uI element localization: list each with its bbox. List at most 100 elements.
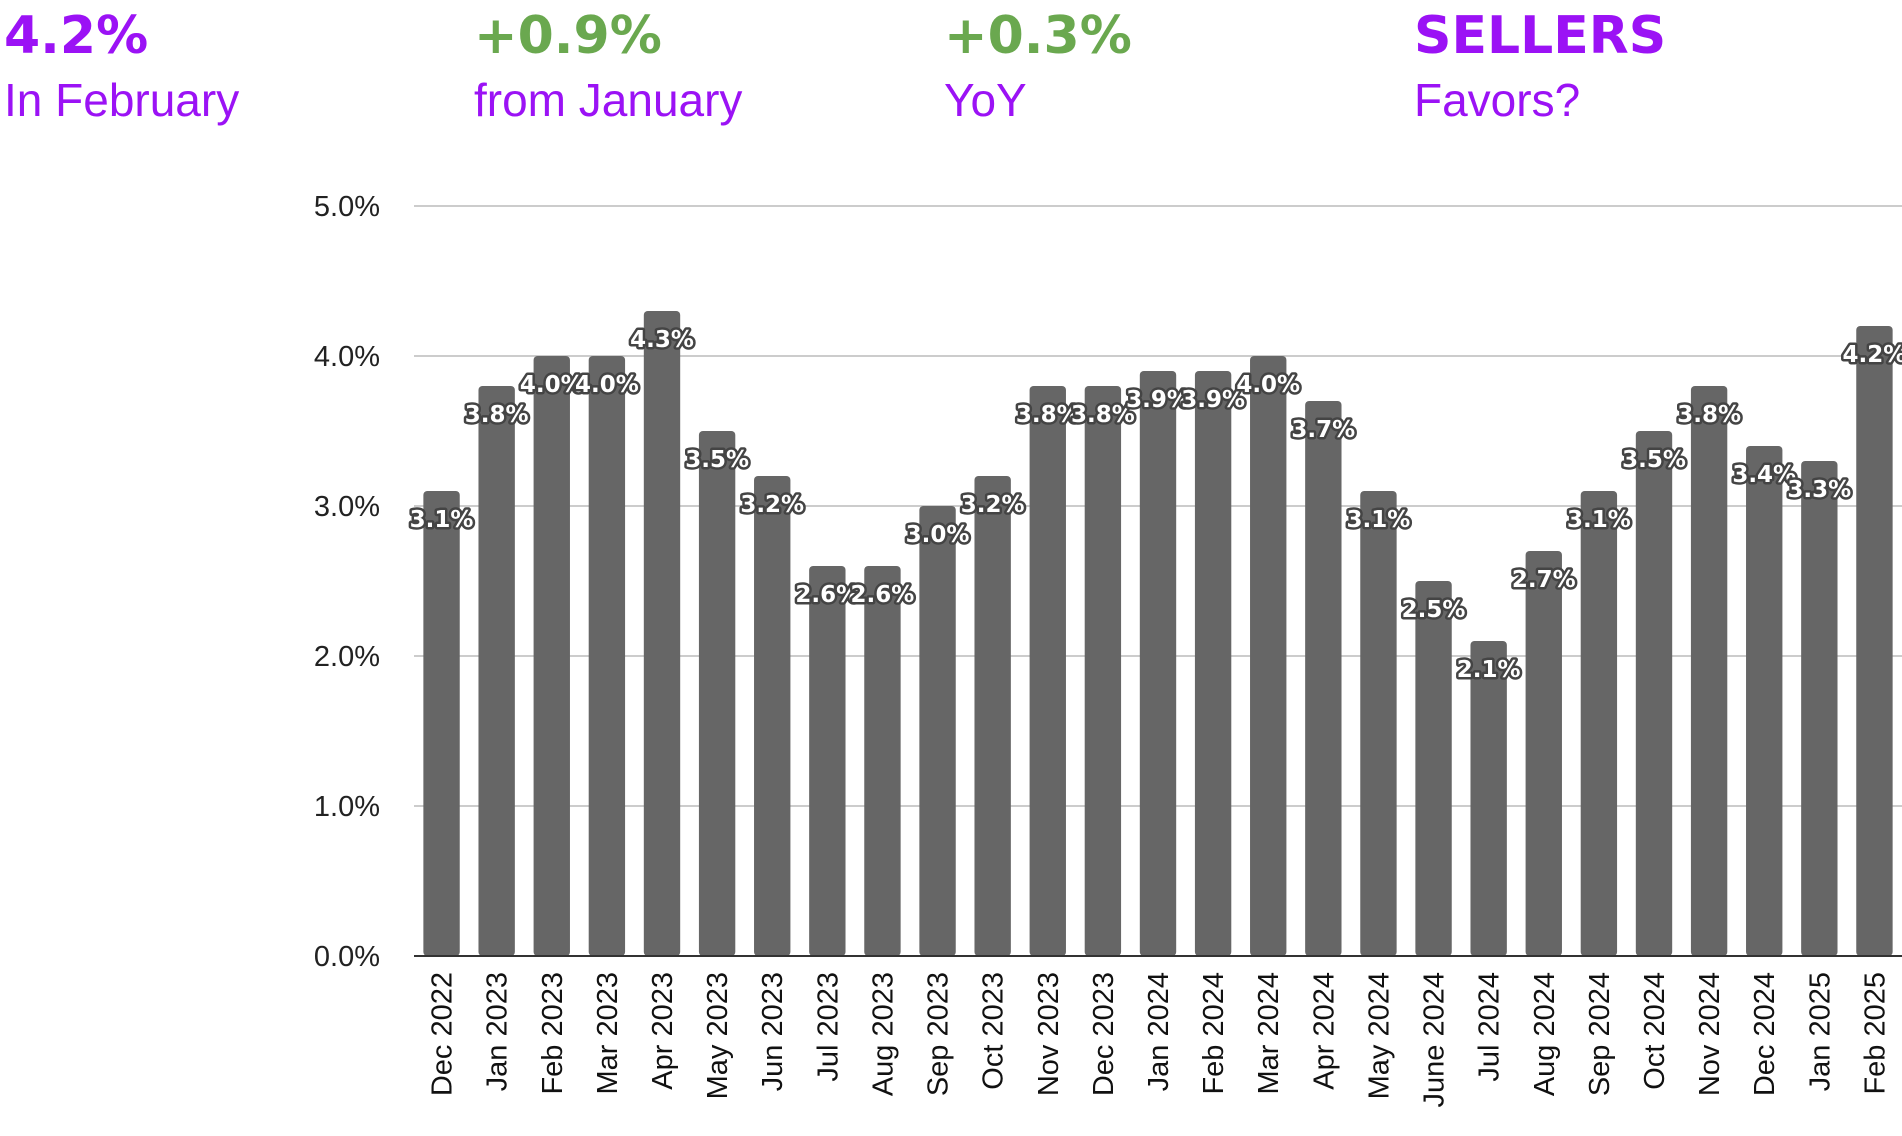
bar [919,506,956,956]
bar [1746,446,1783,956]
x-tick-label: Aug 2024 [1529,972,1561,1096]
x-tick-label: Sep 2024 [1584,972,1616,1096]
x-tick-label: Jan 2025 [1804,972,1836,1091]
x-tick-label: June 2024 [1419,972,1451,1107]
x-tick-label: Dec 2023 [1088,972,1120,1096]
bar [1470,641,1507,956]
x-tick-label: Oct 2023 [978,972,1010,1090]
data-label: 2.1% [1457,657,1521,683]
bar [1305,401,1342,956]
bar [1801,461,1838,956]
x-tick-label: Jan 2023 [482,972,514,1091]
x-tick-label: Jul 2024 [1474,972,1506,1082]
data-label: 4.3% [630,327,694,353]
data-label: 3.0% [906,522,970,548]
y-tick-label: 0.0% [314,941,380,973]
data-label: 3.2% [961,492,1025,518]
data-label: 4.0% [520,372,584,398]
bar [1139,371,1177,956]
x-tick-label: Apr 2023 [647,972,679,1090]
x-tick-label: Dec 2024 [1749,972,1781,1096]
data-label: 3.3% [1787,477,1851,503]
bar [698,431,736,956]
stat-label: Favors? [1414,74,1581,126]
data-label: 2.6% [795,582,859,608]
stat-month-change: +0.9% from January [474,0,742,128]
bar [478,386,515,956]
stat-value: SELLERS [1414,6,1667,66]
stat-value: +0.3% [944,6,1132,66]
stat-value: +0.9% [474,6,662,66]
x-tick-label: May 2024 [1363,972,1395,1099]
data-label: 3.5% [1622,447,1686,473]
x-tick-label: Nov 2024 [1694,972,1726,1096]
data-label: 3.1% [1347,507,1411,533]
data-label: 4.0% [1236,372,1300,398]
data-label: 4.2% [1843,342,1902,368]
bar [588,356,626,956]
bar [1084,386,1122,956]
data-label: 2.7% [1512,567,1576,593]
y-tick-label: 2.0% [314,641,380,673]
data-label: 3.8% [465,402,529,428]
bar [754,476,791,956]
bars [423,311,1893,956]
x-tick-label: Jun 2023 [757,972,789,1091]
bar [1029,386,1066,956]
data-label: 3.1% [410,507,474,533]
data-label: 3.7% [1291,417,1355,443]
y-tick-label: 3.0% [314,491,380,523]
bar [643,311,681,956]
category-labels: Dec 2022 Jan 2023 Feb 2023 Mar 2023 Apr 2023… [427,972,1892,1107]
x-tick-label: Jan 2024 [1143,972,1175,1091]
data-label: 3.8% [1071,402,1135,428]
y-tick-label: 4.0% [314,341,380,373]
x-tick-label: Oct 2024 [1639,972,1671,1090]
x-tick-label: Apr 2024 [1308,972,1340,1090]
bar [1525,551,1562,956]
data-label: 4.0% [575,372,639,398]
bar [1856,326,1893,956]
x-tick-label: Mar 2023 [592,972,624,1095]
x-tick-label: Feb 2024 [1198,972,1230,1095]
stat-value: 4.2% [4,6,149,66]
x-tick-label: May 2023 [702,972,734,1099]
data-label: 3.8% [1677,402,1741,428]
stat-label: In February [4,74,240,126]
x-tick-label: Aug 2023 [867,972,899,1096]
data-label: 3.4% [1732,462,1796,488]
y-axis-ticks: 0.0% 1.0% 2.0% 3.0% 4.0% 5.0% [314,191,380,973]
data-label: 3.9% [1126,387,1190,413]
stat-market-favor: SELLERS Favors? [1414,0,1666,128]
x-tick-label: Feb 2025 [1859,972,1891,1095]
bar [1415,581,1452,956]
bar [423,491,460,956]
x-tick-label: Jul 2023 [812,972,844,1082]
data-label: 3.2% [740,492,804,518]
bar [1250,356,1287,956]
bar [1360,491,1397,956]
stat-yoy-change: +0.3% YoY [944,0,1132,128]
x-tick-label: Feb 2023 [537,972,569,1095]
stat-label: from January [474,74,743,126]
bar [1194,371,1232,956]
x-tick-label: Mar 2024 [1253,972,1285,1095]
data-label: 3.5% [685,447,749,473]
data-label: 3.1% [1567,507,1631,533]
stat-label: YoY [944,74,1027,126]
data-label: 3.8% [1016,402,1080,428]
y-tick-label: 5.0% [314,191,380,223]
data-label: 2.6% [851,582,915,608]
x-tick-label: Nov 2023 [1033,972,1065,1096]
bar [864,566,901,956]
bar [533,356,570,956]
x-tick-label: Sep 2023 [923,972,955,1096]
bar [809,566,846,956]
bar [974,476,1011,956]
data-label: 2.5% [1402,597,1466,623]
bar [1580,491,1618,956]
y-tick-label: 1.0% [314,791,380,823]
x-tick-label: Dec 2022 [427,972,459,1096]
data-labels: 3.1%3.8%4.0%4.0%4.3%3.5%3.2%2.6%2.6%3.0%… [407,325,1902,686]
